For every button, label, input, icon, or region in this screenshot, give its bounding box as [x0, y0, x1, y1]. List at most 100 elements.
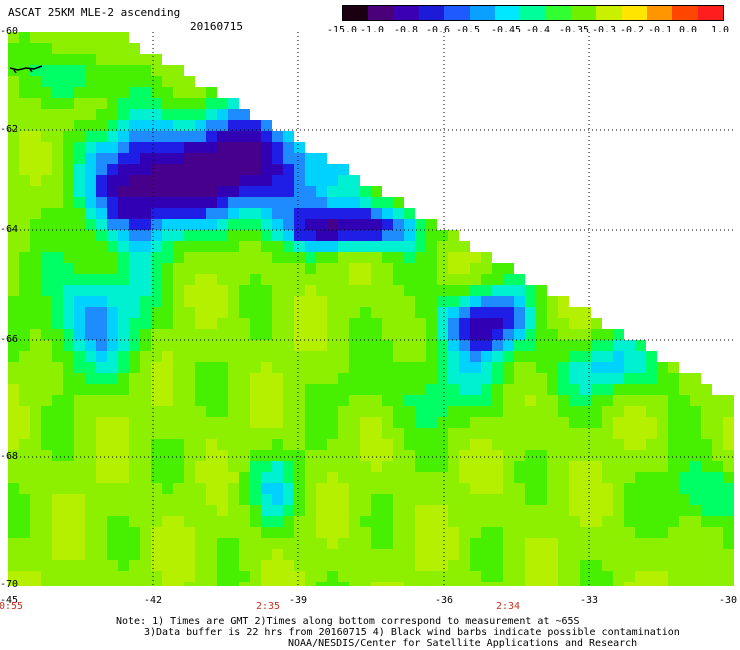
- data-cell: [327, 384, 338, 395]
- data-cell: [283, 351, 294, 362]
- data-cell: [228, 131, 239, 142]
- data-cell: [316, 197, 327, 208]
- data-cell: [723, 516, 734, 527]
- data-cell: [580, 571, 591, 582]
- data-cell: [382, 395, 393, 406]
- data-cell: [195, 538, 206, 549]
- data-cell: [393, 384, 404, 395]
- data-cell: [646, 582, 657, 586]
- data-cell: [635, 582, 646, 586]
- data-cell: [305, 571, 316, 582]
- data-cell: [162, 230, 173, 241]
- data-cell: [338, 219, 349, 230]
- data-cell: [503, 351, 514, 362]
- data-cell: [426, 384, 437, 395]
- data-cell: [426, 472, 437, 483]
- data-cell: [294, 252, 305, 263]
- data-cell: [8, 472, 19, 483]
- data-cell: [195, 351, 206, 362]
- data-cell: [52, 318, 63, 329]
- data-cell: [569, 351, 580, 362]
- data-cell: [107, 142, 118, 153]
- data-cell: [382, 340, 393, 351]
- data-cell: [525, 318, 536, 329]
- data-cell: [140, 318, 151, 329]
- data-cell: [19, 483, 30, 494]
- data-cell: [723, 560, 734, 571]
- data-cell: [338, 263, 349, 274]
- data-cell: [74, 98, 85, 109]
- data-cell: [30, 340, 41, 351]
- data-cell: [316, 582, 327, 586]
- data-cell: [426, 450, 437, 461]
- data-cell: [239, 219, 250, 230]
- data-cell: [371, 186, 382, 197]
- data-cell: [712, 395, 723, 406]
- data-cell: [657, 406, 668, 417]
- data-cell: [481, 560, 492, 571]
- data-cell: [162, 120, 173, 131]
- data-cell: [371, 417, 382, 428]
- data-cell: [96, 538, 107, 549]
- data-cell: [52, 395, 63, 406]
- data-cell: [492, 395, 503, 406]
- data-cell: [547, 417, 558, 428]
- data-cell: [316, 252, 327, 263]
- data-cell: [173, 384, 184, 395]
- data-cell: [30, 582, 41, 586]
- data-cell: [349, 274, 360, 285]
- data-cell: [536, 428, 547, 439]
- data-cell: [151, 351, 162, 362]
- data-cell: [140, 164, 151, 175]
- data-cell: [30, 406, 41, 417]
- data-cell: [239, 197, 250, 208]
- data-cell: [679, 560, 690, 571]
- data-cell: [129, 76, 140, 87]
- data-cell: [712, 439, 723, 450]
- data-cell: [349, 230, 360, 241]
- data-cell: [85, 340, 96, 351]
- data-cell: [52, 461, 63, 472]
- data-cell: [338, 318, 349, 329]
- data-cell: [52, 197, 63, 208]
- data-cell: [415, 384, 426, 395]
- data-cell: [569, 472, 580, 483]
- data-cell: [657, 527, 668, 538]
- data-cell: [217, 219, 228, 230]
- data-cell: [19, 54, 30, 65]
- data-cell: [514, 296, 525, 307]
- data-cell: [129, 318, 140, 329]
- data-cell: [514, 362, 525, 373]
- data-cell: [129, 362, 140, 373]
- data-cell: [679, 395, 690, 406]
- data-cell: [206, 87, 217, 98]
- data-cell: [261, 527, 272, 538]
- data-cell: [514, 571, 525, 582]
- data-cell: [558, 560, 569, 571]
- data-cell: [74, 362, 85, 373]
- data-cell: [393, 219, 404, 230]
- data-cell: [228, 351, 239, 362]
- data-cell: [107, 406, 118, 417]
- data-cell: [690, 560, 701, 571]
- data-cell: [74, 461, 85, 472]
- data-cell: [701, 560, 712, 571]
- data-cell: [85, 461, 96, 472]
- data-cell: [272, 373, 283, 384]
- data-cell: [30, 527, 41, 538]
- data-cell: [96, 274, 107, 285]
- data-cell: [646, 417, 657, 428]
- data-cell: [525, 307, 536, 318]
- data-cell: [30, 417, 41, 428]
- data-cell: [30, 241, 41, 252]
- data-cell: [558, 571, 569, 582]
- data-cell: [316, 329, 327, 340]
- data-cell: [129, 109, 140, 120]
- data-cell: [503, 340, 514, 351]
- data-cell: [712, 549, 723, 560]
- data-cell: [481, 384, 492, 395]
- data-cell: [349, 219, 360, 230]
- data-cell: [338, 450, 349, 461]
- data-cell: [250, 384, 261, 395]
- data-cell: [591, 351, 602, 362]
